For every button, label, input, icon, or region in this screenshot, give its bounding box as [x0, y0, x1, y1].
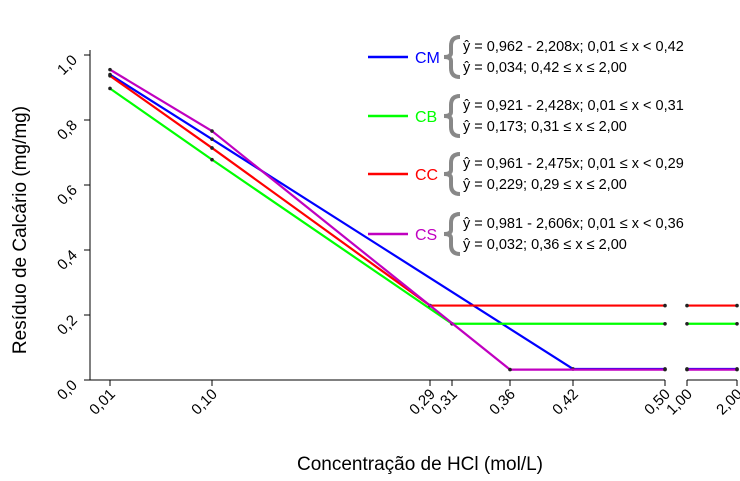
x-tick-label: 0,42 — [549, 386, 582, 419]
data-point-cs — [735, 367, 739, 372]
equation-cs-1: ŷ = 0,981 - 2,606x; 0,01 ≤ x < 0,36 — [463, 216, 684, 232]
data-point-cb — [108, 86, 112, 91]
x-tick-label: 2,00 — [713, 386, 740, 419]
series-layer — [108, 67, 739, 372]
y-tick-label: 0,0 — [54, 377, 81, 404]
x-tick-label: 1,00 — [663, 386, 696, 419]
legend-label-cs: CS — [415, 227, 437, 244]
data-point-cs — [685, 367, 689, 372]
legend-label-cc: CC — [415, 167, 438, 184]
series-line-cb — [109, 87, 737, 325]
y-tick-label: 0,8 — [54, 117, 81, 144]
legend-brace — [443, 212, 461, 256]
equation-cs-2: ŷ = 0,032; 0,36 ≤ x ≤ 2,00 — [463, 237, 627, 253]
data-point-cc — [735, 303, 739, 308]
y-tick-label: 0,4 — [54, 247, 81, 274]
x-tick-label: 0,01 — [86, 386, 119, 419]
data-point-cs — [108, 67, 112, 72]
y-axis-label: Resíduo de Calcário (mg/mg) — [10, 106, 31, 354]
legend-label-cb: CB — [415, 109, 437, 126]
series-line-cs — [109, 68, 737, 371]
data-point-cs — [508, 367, 512, 372]
legend: CM ŷ = 0,962 - 2,208x; 0,01 ≤ x < 0,42 ŷ =… — [368, 35, 684, 256]
data-point-cs — [663, 367, 667, 372]
data-point-cc — [663, 303, 667, 308]
legend-brace — [443, 94, 461, 138]
y-tick-label: 0,2 — [54, 312, 81, 339]
data-point-cc — [210, 146, 214, 150]
data-point-cb — [685, 321, 689, 326]
data-point-cc — [685, 303, 689, 308]
data-point-cc — [108, 74, 112, 78]
data-point-cb — [663, 321, 667, 326]
legend-label-cm: CM — [415, 50, 440, 67]
x-tick-label: 0,31 — [428, 386, 461, 419]
legend-brace — [443, 35, 461, 79]
y-tick-label: 0,6 — [54, 182, 81, 209]
data-point-cb — [210, 157, 214, 162]
equation-cc-1: ŷ = 0,961 - 2,475x; 0,01 ≤ x < 0,29 — [463, 156, 684, 172]
x-tick-label: 0,36 — [486, 386, 519, 419]
data-point-cm — [210, 137, 214, 141]
equation-cb-1: ŷ = 0,921 - 2,428x; 0,01 ≤ x < 0,31 — [463, 98, 684, 114]
series-line-cc — [109, 74, 737, 307]
data-point-cs — [210, 129, 214, 133]
legend-brace — [443, 152, 461, 196]
equation-cm-2: ŷ = 0,034; 0,42 ≤ x ≤ 2,00 — [463, 60, 627, 76]
x-tick-label: 0,10 — [188, 386, 221, 419]
equation-cb-2: ŷ = 0,173; 0,31 ≤ x ≤ 2,00 — [463, 119, 627, 135]
data-point-cb — [735, 321, 739, 326]
equation-cc-2: ŷ = 0,229; 0,29 ≤ x ≤ 2,00 — [463, 177, 627, 193]
y-tick-label: 1,0 — [54, 52, 81, 79]
equation-cm-1: ŷ = 0,962 - 2,208x; 0,01 ≤ x < 0,42 — [463, 39, 684, 55]
x-axis-label: Concentração de HCl (mol/L) — [297, 454, 543, 475]
